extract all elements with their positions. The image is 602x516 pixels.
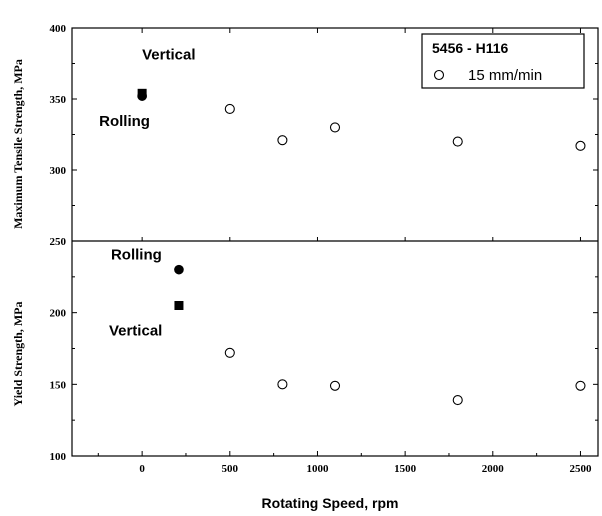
x-tick-label: 500 <box>222 463 239 475</box>
data-point-open-circle <box>277 135 288 146</box>
legend-marker-open-circle <box>433 69 445 81</box>
x-tick-label: 0 <box>139 463 145 475</box>
base-metal-annotations: Vertical Rolling Rolling Vertical <box>99 46 195 339</box>
data-point-open-circle <box>224 103 235 114</box>
x-tick-label: 1500 <box>394 463 417 475</box>
x-axis-title: Rotating Speed, rpm <box>262 495 399 511</box>
annotation-rolling: Rolling <box>111 247 162 264</box>
annotation-vertical: Vertical <box>142 46 195 63</box>
x-tick-label: 2500 <box>569 463 592 475</box>
data-points <box>137 88 586 406</box>
data-point-filled-circle <box>174 264 184 275</box>
annotation-rolling: Rolling <box>99 113 150 130</box>
data-point-open-circle <box>329 122 341 133</box>
y-tick-label: 250 <box>50 236 67 248</box>
y-tick-label: 300 <box>50 165 67 177</box>
legend-box <box>421 33 585 89</box>
legend-title: 5456 - H116 <box>432 40 508 56</box>
data-point-open-circle <box>277 379 288 390</box>
y-tick-label: 150 <box>50 379 67 391</box>
x-tick-label: 1000 <box>306 463 329 475</box>
plot-frame <box>71 27 599 457</box>
data-point-open-circle <box>452 395 463 406</box>
data-point-open-circle <box>575 140 586 151</box>
data-point-filled-square <box>174 301 184 310</box>
y-axis-ticks: 400 350 300 250 200 150 100 <box>50 23 598 463</box>
y-axis-title-top: Maximum Tensile Strength, MPa <box>11 59 25 229</box>
x-axis-ticks: 0 500 1000 1500 2000 2500 <box>97 28 592 475</box>
y-tick-label: 200 <box>50 308 67 320</box>
annotation-vertical: Vertical <box>109 323 162 340</box>
y-tick-label: 100 <box>50 451 67 463</box>
data-point-open-circle <box>452 136 463 147</box>
legend-entry: 15 mm/min <box>468 67 542 84</box>
y-tick-label: 400 <box>50 23 67 35</box>
data-point-filled-circle <box>137 91 147 101</box>
data-point-open-circle <box>224 347 235 358</box>
legend: 5456 - H116 15 mm/min <box>421 33 585 89</box>
y-axis-title-bottom: Yield Strength, MPa <box>11 302 25 407</box>
y-tick-label: 350 <box>50 94 67 106</box>
data-point-open-circle <box>329 380 341 391</box>
x-tick-label: 2000 <box>482 463 505 475</box>
plot-border <box>71 27 599 457</box>
data-point-open-circle <box>575 380 586 391</box>
